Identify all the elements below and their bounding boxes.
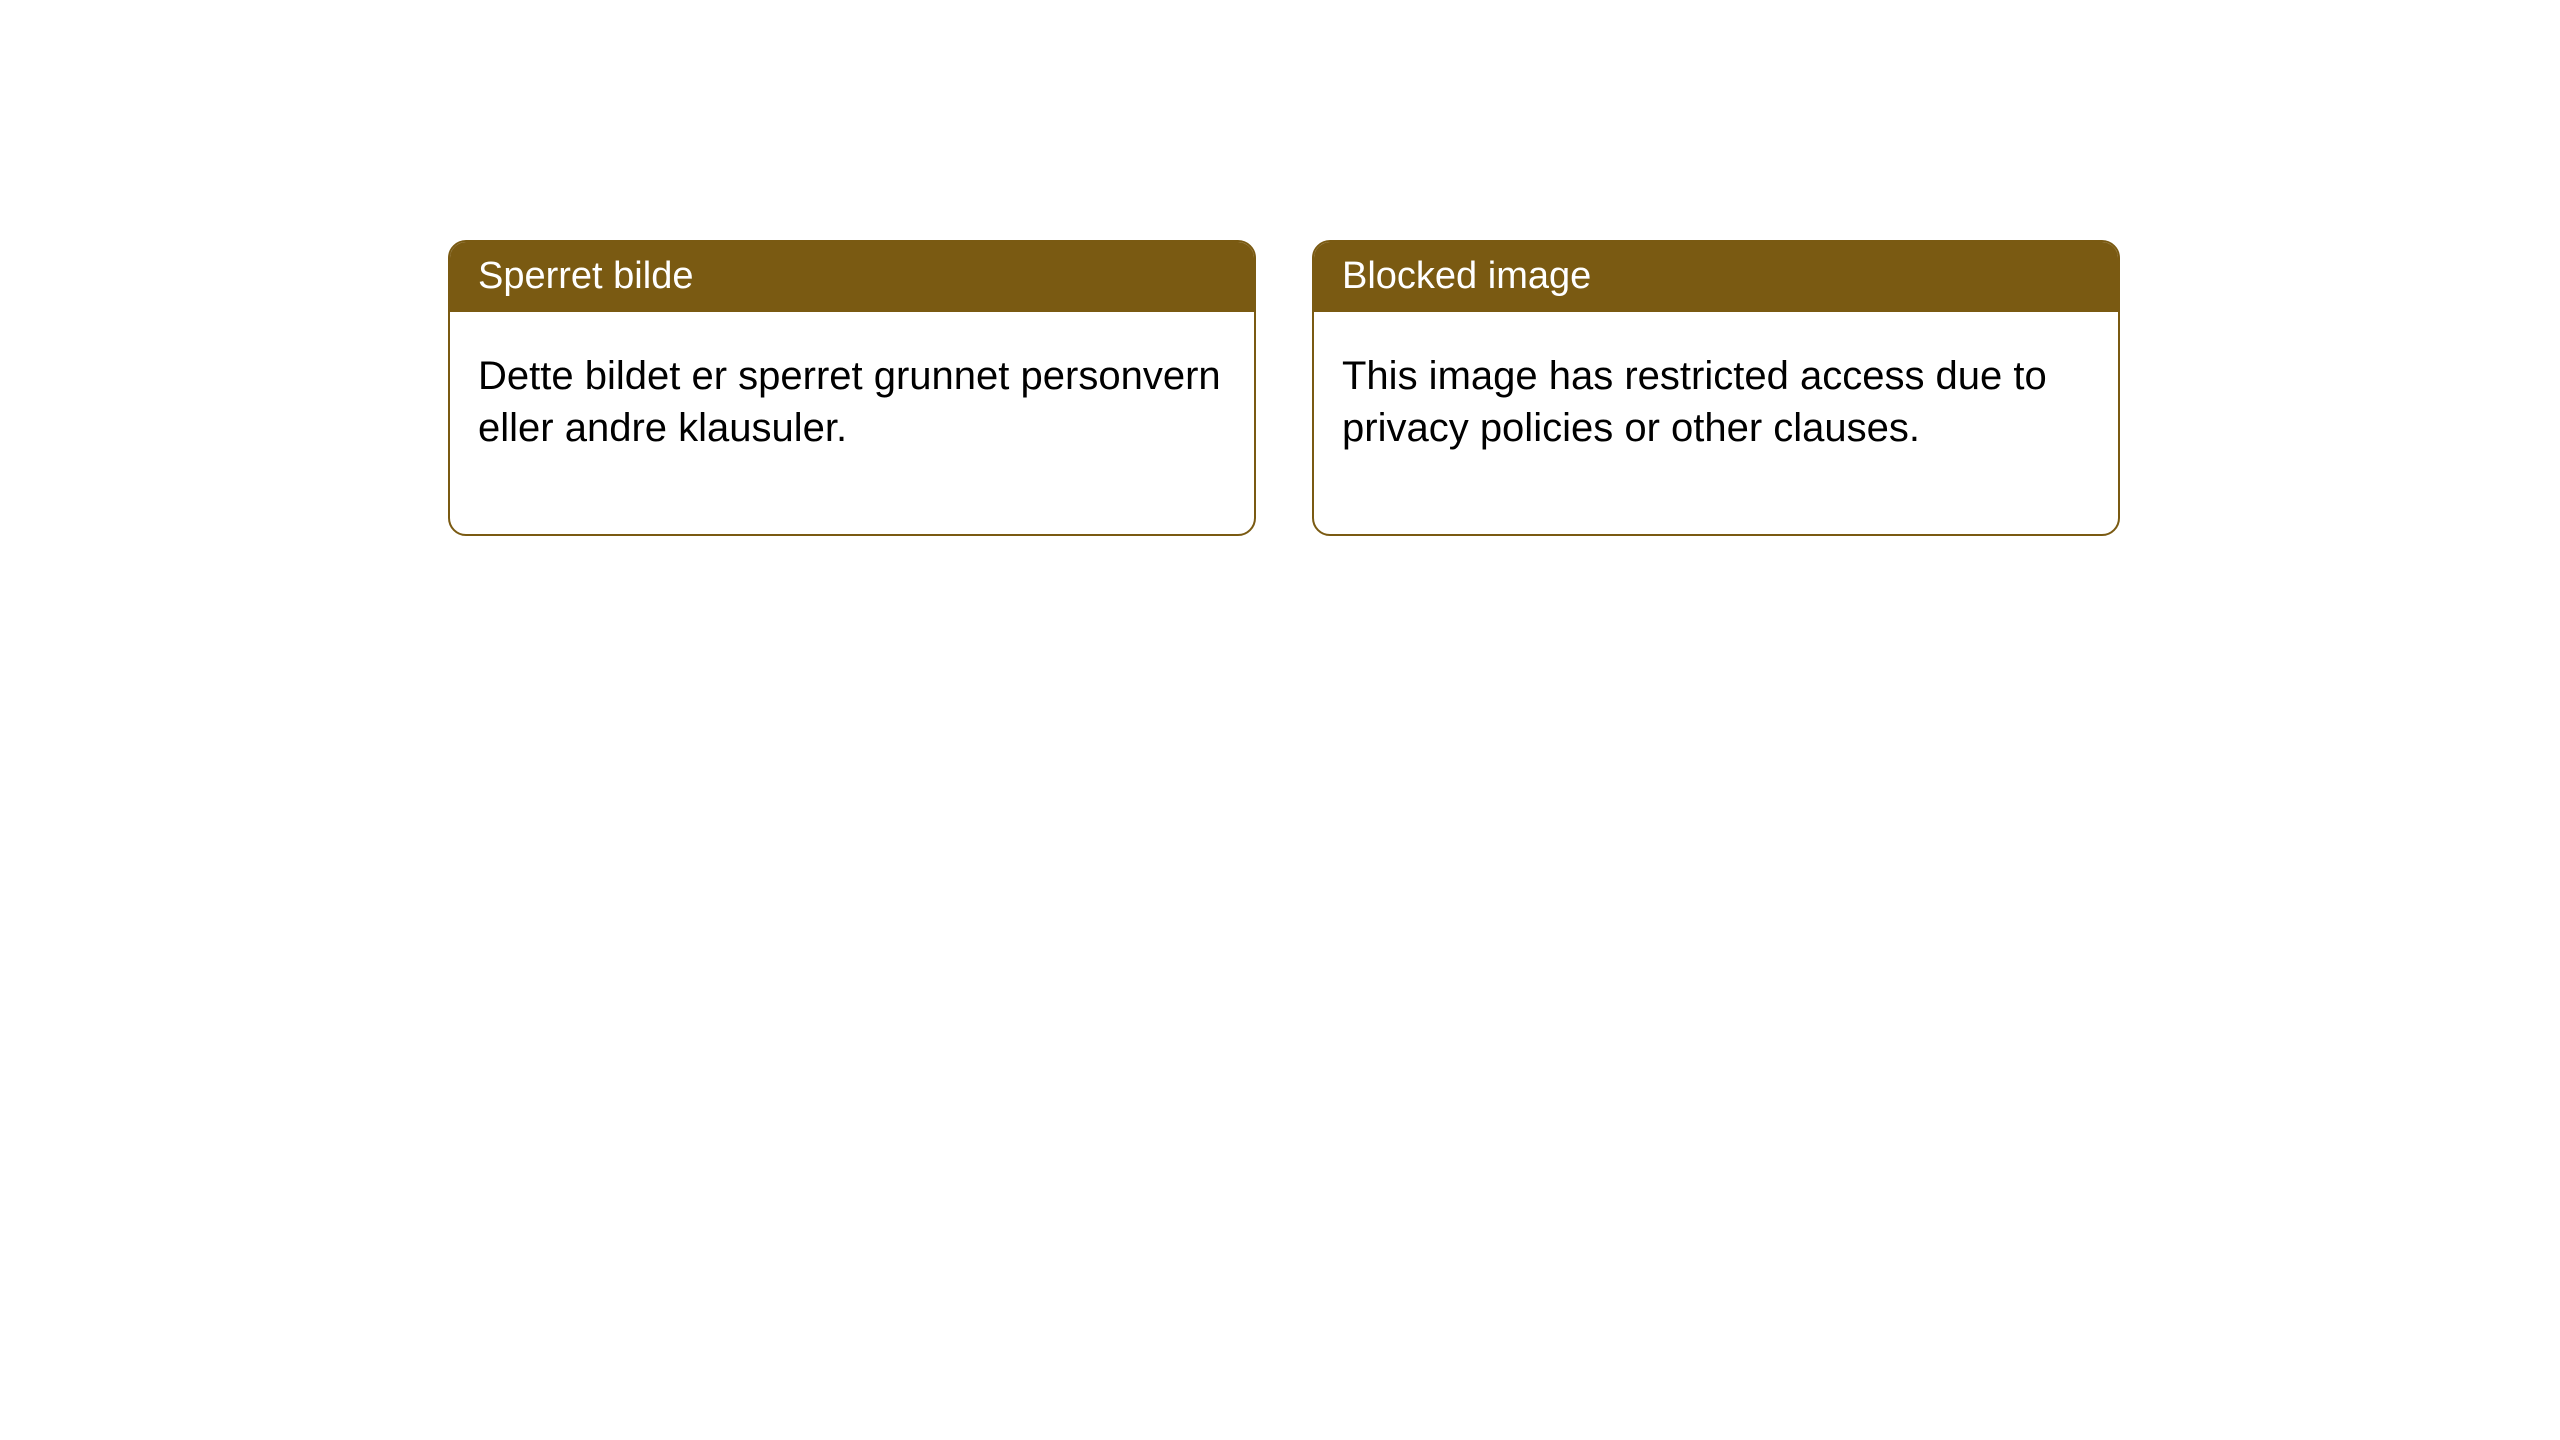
- notice-body: This image has restricted access due to …: [1314, 312, 2118, 534]
- notice-title: Sperret bilde: [450, 242, 1254, 312]
- notice-title: Blocked image: [1314, 242, 2118, 312]
- notice-container: Sperret bilde Dette bildet er sperret gr…: [0, 0, 2560, 536]
- notice-card-norwegian: Sperret bilde Dette bildet er sperret gr…: [448, 240, 1256, 536]
- notice-card-english: Blocked image This image has restricted …: [1312, 240, 2120, 536]
- notice-body: Dette bildet er sperret grunnet personve…: [450, 312, 1254, 534]
